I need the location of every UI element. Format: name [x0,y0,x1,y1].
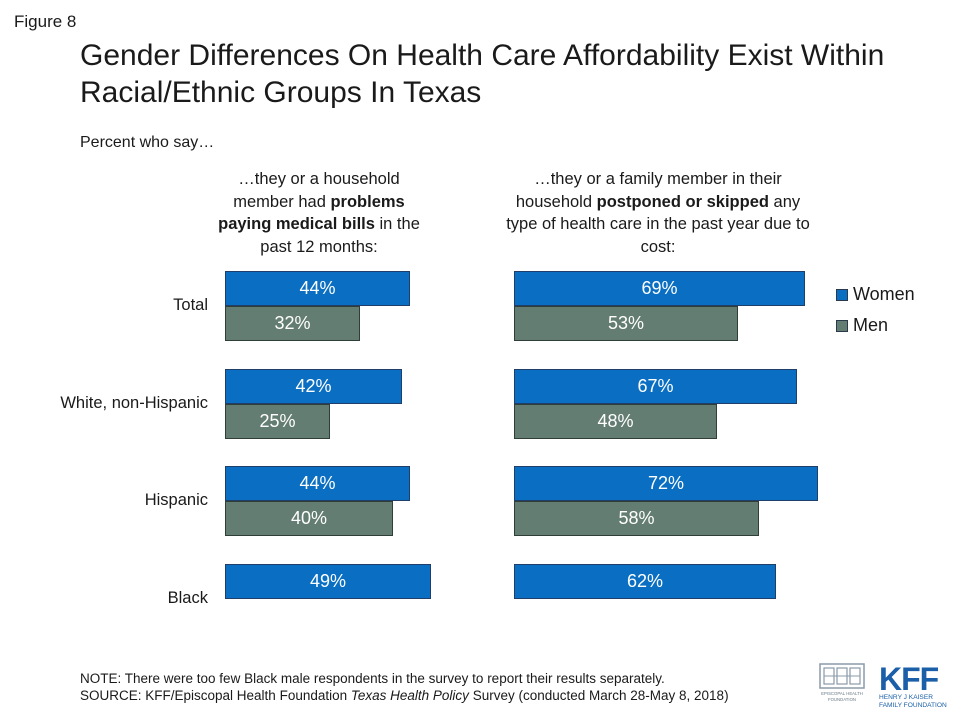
bar-right-women: 67% [514,369,797,404]
chart-subtitle: Percent who say… [80,134,215,151]
bar-left-women: 49% [225,564,431,599]
legend-swatch-men [836,319,848,332]
right-header-bold: postponed or skipped [596,192,769,211]
chart-title: Gender Differences On Health Care Afford… [80,39,885,109]
bar-right-women: 69% [514,271,805,306]
bar-value-label: 25% [259,411,296,431]
bar-value-label: 49% [309,571,347,591]
bar-left-men: 32% [225,306,360,341]
bar-value-label: 67% [637,376,674,396]
right-header-post: any type of health care in the past year… [506,192,810,256]
source-pre: SOURCE: KFF/Episcopal Health Foundation [80,688,351,703]
bar-value-label: 58% [618,508,655,528]
source-italic: Texas Health Policy [350,688,469,703]
bar-right-men: 58% [514,501,759,536]
category-label: Total [173,296,208,314]
legend-label-men: Men [853,315,889,335]
bar-left-women: 44% [225,271,410,306]
category-label: Hispanic [144,491,208,509]
legend-swatch-women [836,288,848,301]
bar-value-label: 44% [299,473,336,493]
legend-label-women: Women [853,284,915,304]
source-post: Survey (conducted March 28-May 8, 2018) [468,688,729,703]
bar-left-women: 42% [225,369,402,404]
bar-right-men: 48% [514,404,717,439]
legend: Women Men [836,279,915,341]
bar-right-women: 72% [514,466,818,501]
kff-line1: HENRY J KAISER [879,694,933,701]
bar-value-label: 53% [607,313,645,333]
ehf-caption-line2: FOUNDATION [828,697,856,702]
bar-right-men: 53% [514,306,738,341]
bar-right-women: 62% [514,564,776,599]
source-text: SOURCE: KFF/Episcopal Health Foundation … [80,687,729,704]
bar-value-label: 62% [626,571,664,591]
bar-value-label: 32% [274,313,311,333]
left-header-bold: problems paying medical bills [218,192,405,234]
bar-value-label: 44% [299,278,336,298]
bar-value-label: 72% [647,473,685,493]
kff-mark: KFF [879,661,939,697]
bar-left-men: 25% [225,404,330,439]
legend-item-men: Men [836,310,915,341]
right-header-pre: …they or a family member in their househ… [515,170,782,211]
bar-value-label: 48% [597,411,634,431]
bar-value-label: 69% [641,278,678,298]
kff-line2: FAMILY FOUNDATION [879,702,947,709]
bar-left-men: 40% [225,501,393,536]
right-panel-header: …they or a family member in their househ… [503,168,813,258]
ehf-logo: EPISCOPAL HEALTH FOUNDATION [819,663,865,702]
left-header-post: in the past 12 months: [260,215,420,256]
category-label: Black [167,589,208,607]
bar-value-label: 40% [290,508,328,528]
note-text: NOTE: There were too few Black male resp… [80,671,665,686]
bar-left-women: 44% [225,466,410,501]
ehf-caption-line1: EPISCOPAL HEALTH [821,691,863,696]
category-label: White, non-Hispanic [60,394,208,412]
left-header-pre: …they or a household member had [233,170,400,211]
legend-item-women: Women [836,279,915,310]
footnotes: NOTE: There were too few Black male resp… [80,670,729,704]
kff-logo: KFF HENRY J KAISER FAMILY FOUNDATION [879,661,947,709]
bar-value-label: 42% [295,376,332,396]
left-panel-header: …they or a household member had problems… [212,168,426,258]
figure-label: Figure 8 [14,12,77,31]
